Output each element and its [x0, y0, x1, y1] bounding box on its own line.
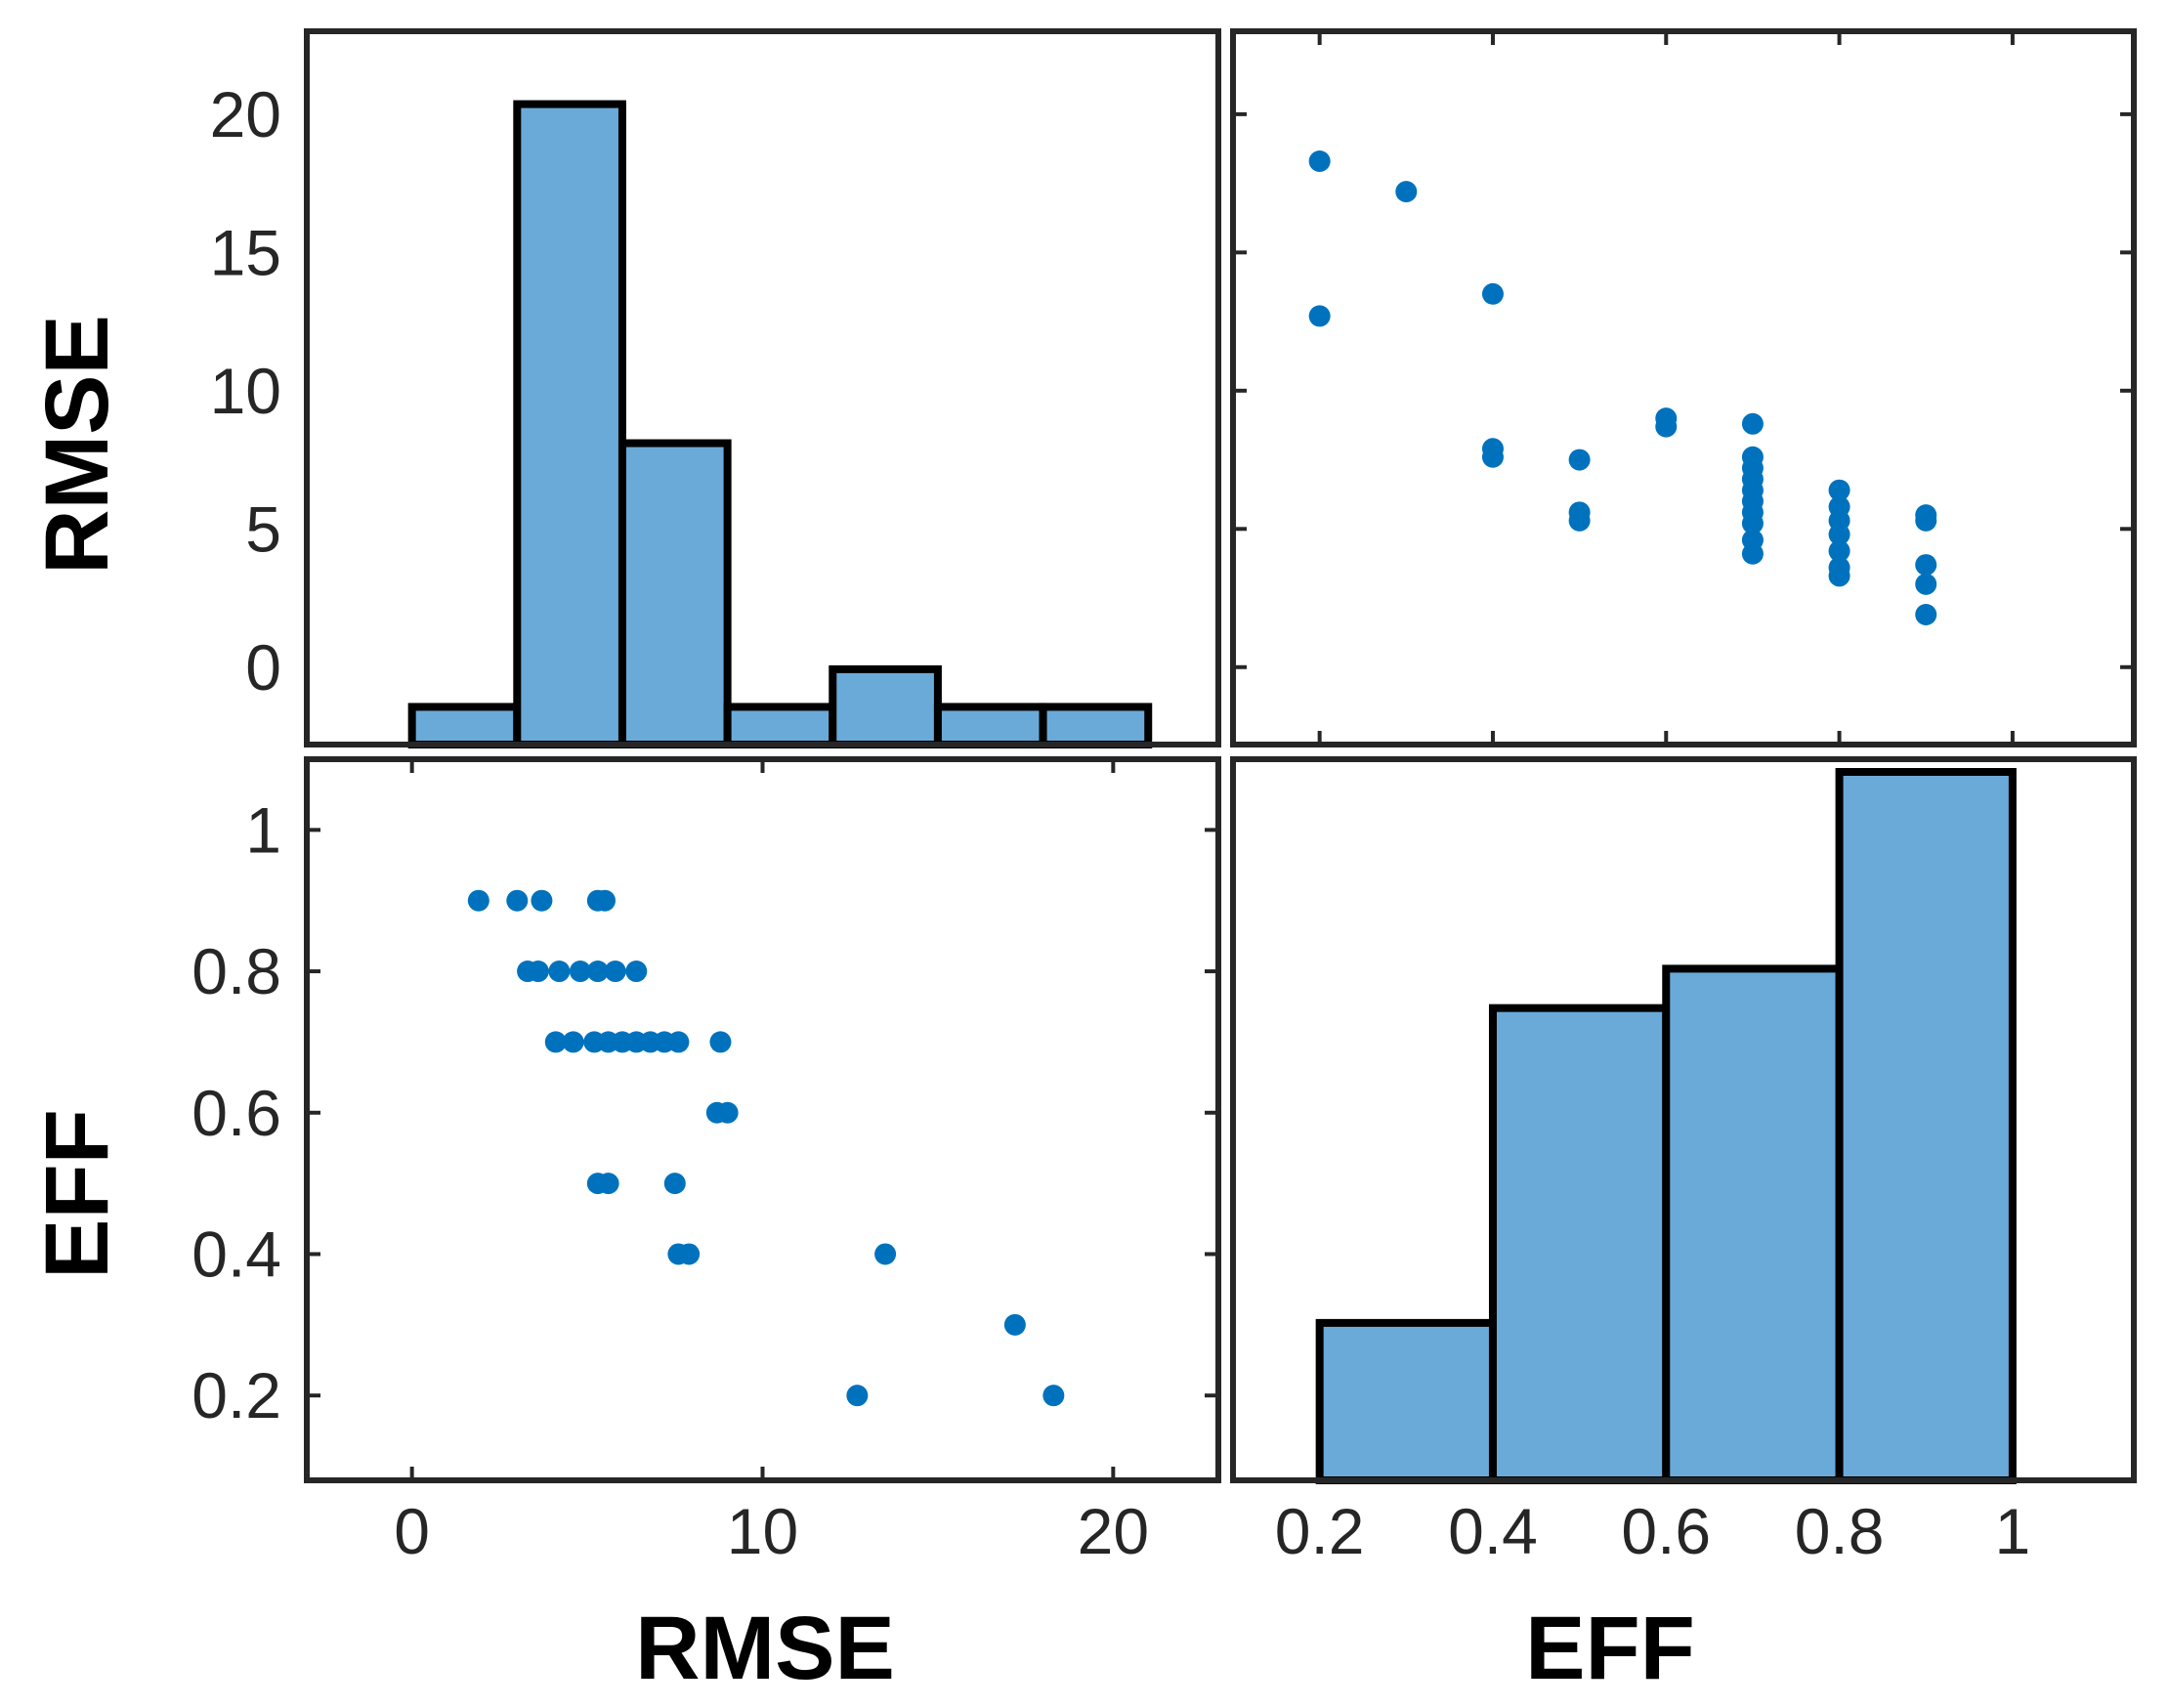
x-tick-label-eff: 1: [1995, 1495, 2031, 1567]
y-axis-title-rmse: RMSE: [27, 315, 127, 575]
rmse-hist-bar: [617, 439, 732, 748]
x-tick-label-rmse: 20: [1078, 1495, 1149, 1567]
scatter-point: [1828, 479, 1850, 501]
scatter-point: [569, 961, 591, 983]
y-tick-label-eff: 0.4: [191, 1217, 281, 1290]
x-tick-label-eff: 0.8: [1795, 1495, 1885, 1567]
scatter-point: [467, 889, 489, 912]
eff-hist-bar: [1488, 1003, 1671, 1484]
scatter-point: [604, 961, 626, 983]
scatter-point: [1915, 573, 1937, 595]
y-tick-label-eff: 0.6: [191, 1077, 281, 1149]
scatter-point: [1655, 415, 1678, 438]
rmse-hist-bar: [933, 703, 1047, 749]
scatter-point: [1308, 149, 1331, 172]
y-axis-title-eff: EFF: [27, 1109, 127, 1279]
scatter-point: [1568, 509, 1591, 532]
x-tick-label-rmse: 10: [727, 1495, 798, 1567]
scatter-point: [1741, 512, 1764, 534]
scatter-point: [562, 1031, 584, 1053]
scatter-point: [1915, 604, 1937, 626]
scatter-point: [586, 961, 609, 983]
x-tick-label-eff: 0.4: [1448, 1495, 1538, 1567]
panel-frame-eff-vs-rmse: [304, 756, 1221, 1483]
eff-hist-bar: [1662, 964, 1844, 1484]
scatter-point: [1741, 412, 1764, 435]
rmse-hist-bar: [513, 100, 626, 749]
panel-eff-histogram: [1230, 756, 2137, 1485]
y-tick-label-eff: 1: [245, 793, 281, 866]
x-tick-label-eff: 0.6: [1621, 1495, 1711, 1567]
rmse-hist-bar: [829, 664, 942, 749]
y-tick-label-rmse: 20: [210, 78, 281, 150]
y-tick-label-rmse: 5: [245, 492, 281, 565]
scatter-point: [1395, 181, 1418, 203]
scatter-point: [531, 889, 553, 912]
scatter-point: [1828, 539, 1850, 562]
y-tick-label-eff: 0.8: [191, 935, 281, 1007]
panels-layer: [304, 28, 2137, 1485]
rmse-hist-bar: [407, 703, 522, 749]
eff-hist-bar: [1835, 768, 2017, 1484]
scatter-point: [594, 889, 617, 912]
x-axis-title-eff: EFF: [1525, 1599, 1695, 1698]
y-tick-label-rmse: 15: [210, 216, 281, 288]
scatter-point: [1915, 509, 1937, 532]
scatter-point: [597, 1173, 619, 1195]
scatter-point: [1828, 565, 1850, 587]
scatter-point: [709, 1031, 732, 1053]
labels-layer: RMSE EFF RMSE EFF 051015200.20.40.60.810…: [27, 78, 2030, 1698]
rmse-hist-bar: [723, 703, 837, 749]
scatter-point: [1915, 554, 1937, 576]
scatter-point: [506, 889, 529, 912]
scatter-point: [874, 1243, 897, 1265]
panel-rmse-histogram: [304, 28, 1221, 749]
rmse-hist-bar: [1039, 703, 1153, 749]
scatter-point: [548, 961, 571, 983]
y-tick-label-rmse: 10: [210, 355, 281, 427]
panel-frame-rmse-vs-eff: [1230, 28, 2137, 747]
scatter-point: [1481, 282, 1504, 305]
scatter-point: [544, 1031, 567, 1053]
scatter-point: [663, 1173, 686, 1195]
panel-eff-vs-rmse-scatter: [304, 756, 1221, 1483]
scatter-point: [1481, 446, 1504, 468]
x-tick-label-eff: 0.2: [1275, 1495, 1365, 1567]
scatter-point: [1308, 305, 1331, 327]
y-tick-label-eff: 0.2: [191, 1359, 281, 1431]
scatter-point: [846, 1385, 869, 1407]
panel-frame-rmse-histogram: [304, 28, 1221, 747]
scatter-point: [667, 1031, 690, 1053]
scatter-point: [1828, 523, 1850, 545]
panel-rmse-vs-eff-scatter: [1230, 28, 2137, 747]
x-axis-title-rmse: RMSE: [635, 1599, 895, 1698]
y-tick-label-rmse: 0: [245, 631, 281, 704]
scatter-point: [678, 1243, 701, 1265]
x-tick-label-rmse: 0: [394, 1495, 430, 1567]
eff-hist-bar: [1315, 1318, 1497, 1485]
scatter-point: [1741, 542, 1764, 565]
scatter-point: [527, 961, 549, 983]
scatter-point: [716, 1101, 739, 1124]
scatter-point: [1003, 1313, 1026, 1336]
panel-frame-eff-histogram: [1230, 756, 2137, 1483]
scatter-point: [1042, 1385, 1065, 1407]
scatter-point: [1568, 448, 1591, 471]
scatter-point: [625, 961, 648, 983]
